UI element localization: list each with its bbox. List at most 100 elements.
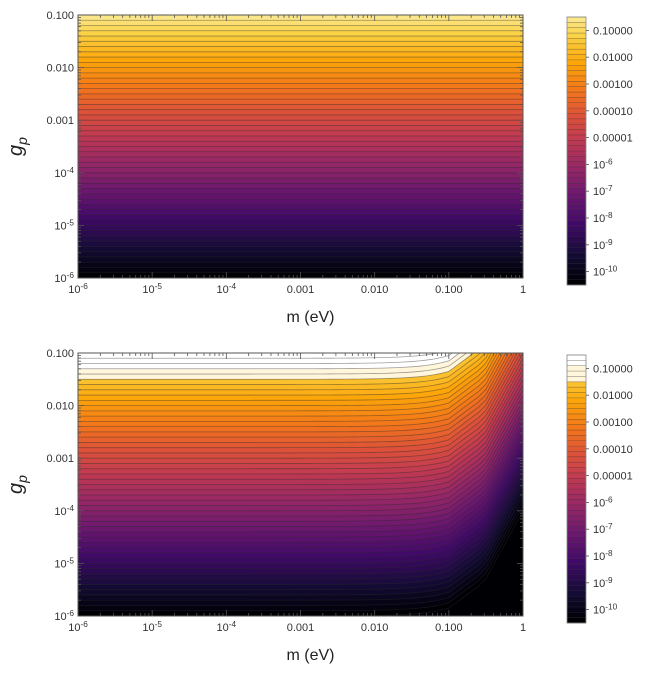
contour-line: [78, 353, 492, 401]
contour-line: [78, 415, 523, 522]
contour-line: [78, 500, 523, 606]
colorbar-swatch: [567, 27, 586, 34]
y-tick-label: 0.010: [46, 63, 74, 75]
colorbar-swatch: [567, 472, 586, 479]
colorbar-swatch: [567, 440, 586, 447]
colorbar-label: 0.00001: [593, 471, 633, 483]
contour-line: [78, 353, 518, 449]
contour-line: [78, 463, 523, 570]
colorbar-label: 10-6: [593, 495, 613, 509]
colorbar-swatch: [567, 54, 586, 61]
contour-field: [78, 15, 523, 278]
y-tick-label: 0.001: [46, 115, 74, 127]
colorbar-swatch: [567, 521, 586, 527]
colorbar-swatch: [567, 403, 586, 409]
colorbar-swatch: [567, 188, 586, 195]
colorbar-label: 0.01000: [593, 52, 633, 64]
colorbar-swatch: [567, 371, 586, 377]
colorbar-swatch: [567, 365, 586, 372]
colorbar-label: 0.00010: [593, 444, 633, 456]
colorbar-swatch: [567, 564, 586, 570]
colorbar-swatch: [567, 140, 586, 146]
colorbar-swatch: [567, 215, 586, 221]
contour-line: [78, 410, 523, 517]
colorbar-swatch: [567, 478, 586, 484]
colorbar-label: 10-6: [593, 157, 613, 171]
contour-line: [78, 353, 487, 391]
y-tick-label: 0.010: [46, 401, 74, 413]
colorbar-swatch: [567, 542, 586, 549]
colorbar-swatch: [567, 226, 586, 232]
contour-band: [78, 473, 523, 616]
colorbar-swatch: [567, 515, 586, 522]
contour-field: [78, 353, 523, 616]
colorbar-swatch: [567, 22, 586, 29]
contour-line: [78, 363, 523, 470]
colorbar-swatch: [567, 38, 586, 45]
contour-line: [78, 489, 523, 596]
colorbar-label: 10-10: [593, 265, 618, 279]
colorbar-swatch: [567, 65, 586, 71]
colorbar-swatch: [567, 467, 586, 474]
x-tick-label: 0.001: [287, 284, 315, 296]
colorbar-swatch: [567, 435, 586, 442]
colorbar-swatch: [567, 92, 586, 98]
colorbar-swatch: [567, 161, 586, 168]
contour-line: [78, 447, 523, 554]
colorbar-swatch: [567, 209, 586, 216]
x-axis-title: m (eV): [287, 647, 335, 664]
colorbar-swatch: [567, 590, 586, 597]
x-tick-label: 0.100: [435, 622, 463, 634]
colorbar-swatch: [567, 569, 586, 576]
colorbar-swatch: [567, 446, 586, 452]
colorbar-swatch: [567, 355, 586, 361]
colorbar-swatch: [567, 97, 586, 104]
colorbar-swatch: [567, 172, 586, 179]
contour-line: [78, 379, 523, 485]
contour-line: [78, 358, 523, 464]
y-tick-label: 0.100: [46, 10, 74, 22]
x-tick-label: 0.001: [287, 622, 315, 634]
colorbar-swatch: [567, 606, 586, 613]
colorbar-swatch: [567, 553, 586, 559]
contour-line: [78, 353, 498, 412]
colorbar-swatch: [567, 413, 586, 420]
colorbar-swatch: [567, 419, 586, 425]
contour-line: [78, 458, 523, 564]
colorbar-label: 10-10: [593, 603, 618, 617]
contour-line: [78, 473, 523, 580]
colorbar-swatch: [567, 499, 586, 506]
colorbar-swatch: [567, 430, 586, 436]
y-tick-label: 10-6: [54, 609, 74, 623]
contour-line: [78, 405, 523, 512]
contour-band: [78, 510, 523, 616]
colorbar-label: 10-9: [593, 576, 613, 590]
x-tick-label: 0.100: [435, 284, 463, 296]
colorbar-swatch: [567, 113, 586, 120]
x-tick-label: 1: [520, 284, 526, 296]
colorbar-frame: [566, 16, 587, 286]
x-tick-label: 10-4: [217, 282, 237, 296]
contour-line: [78, 479, 523, 585]
colorbar-swatch: [567, 17, 586, 23]
colorbar-swatch: [567, 483, 586, 490]
colorbar-swatch: [567, 75, 586, 82]
colorbar-swatch: [567, 108, 586, 114]
contour-line: [78, 421, 523, 527]
colorbar-label: 10-7: [593, 522, 613, 536]
contour-line: [78, 353, 507, 428]
colorbar-swatch: [567, 247, 586, 254]
colorbar-swatch: [567, 601, 586, 608]
colorbar-swatch: [567, 70, 586, 77]
x-tick-label: 10-5: [142, 282, 162, 296]
colorbar-swatch: [567, 43, 586, 50]
colorbar-swatch: [567, 124, 586, 130]
colorbar-label: 0.00100: [593, 417, 633, 429]
colorbar-swatch: [567, 274, 586, 280]
contour-line: [78, 389, 523, 496]
colorbar-swatch: [567, 596, 586, 602]
colorbar-swatch: [567, 617, 586, 624]
x-axis-title: m (eV): [287, 309, 335, 326]
colorbar-swatch: [567, 102, 586, 109]
colorbar-swatch: [567, 574, 586, 581]
